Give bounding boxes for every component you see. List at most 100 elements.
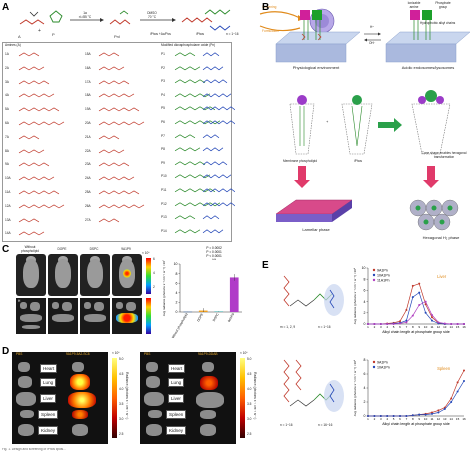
- structure-label: P9: [161, 160, 165, 165]
- e-xtick-label: 3: [380, 325, 382, 329]
- figure-caption: Fig. 1. Design and screening of iPhos li…: [2, 448, 66, 451]
- e-data-point: [418, 303, 421, 306]
- panel-e-label: E: [262, 260, 269, 271]
- structure-12A: 12A: [5, 201, 85, 215]
- e-xtick-label: 13: [443, 417, 447, 421]
- membrane-phospholipid-label: Membrane phospholipid: [282, 159, 318, 163]
- d-right-panel: PBS 9A1P9-DDAB: [140, 352, 236, 444]
- e-xtick-label: 4: [386, 417, 388, 421]
- e-xtick-label: 2: [374, 325, 376, 329]
- structure-drawing: [18, 231, 45, 236]
- e-xtick-label: 8: [412, 325, 414, 329]
- e-xtick-label: 12: [437, 325, 441, 329]
- structure-8A: 8A: [5, 146, 85, 160]
- d-right-title-sample: 9A1P9-DDAB: [198, 352, 218, 356]
- reagent-line-2: r.t./85 °C: [78, 14, 92, 19]
- e-data-point: [411, 296, 414, 299]
- panel-b-diagram: [275, 10, 471, 231]
- mouse-image-3: [112, 254, 142, 296]
- e-ytick-label: 8: [364, 358, 366, 362]
- c-ytick-label: 4: [176, 291, 178, 295]
- structure-label: P10: [161, 174, 167, 179]
- e-xtick-label: 13: [443, 325, 447, 329]
- d-right-colorbar: [240, 358, 245, 438]
- structure-drawing: [18, 135, 40, 140]
- d-left-title-pbs: PBS: [16, 352, 23, 356]
- e-xtick-label: 14: [450, 325, 454, 329]
- structure-label: 1A: [5, 52, 9, 56]
- structure-drawing: [18, 121, 65, 126]
- e-series-line: [368, 301, 464, 325]
- organ-image-1: [48, 298, 78, 334]
- e-y-label: Avg radiance (photons s⁻¹ cm⁻² sr⁻¹) ×10…: [353, 359, 357, 416]
- structure-label: 4A: [5, 93, 9, 98]
- e-data-point: [405, 415, 408, 417]
- structure-drawing: [18, 52, 40, 57]
- structure-P2: P2: [161, 63, 229, 77]
- c-head-2: DSPC: [89, 247, 99, 251]
- organ-legend: H: [18, 299, 20, 304]
- phosphate-group-label: Phosphate group: [435, 1, 451, 9]
- d-right-organ-spleen: Spleen: [166, 410, 187, 419]
- e-xtick-label: 12: [437, 417, 441, 421]
- e-xtick-label: 11: [430, 325, 433, 329]
- structure-P12: P12: [161, 199, 235, 213]
- e-ytick-label: 4: [364, 300, 366, 304]
- e-data-point: [405, 309, 408, 311]
- e-xtick-label: 15: [456, 325, 460, 329]
- structure-label: P14: [161, 228, 167, 233]
- structure-9A: 9A: [5, 159, 85, 173]
- structure-drawing: [98, 107, 140, 112]
- c-ytick-label: 6: [176, 281, 178, 285]
- structure-drawing: [174, 93, 232, 98]
- plus-sign: +: [326, 119, 329, 124]
- structure-21A: 21A: [85, 132, 161, 146]
- e-x-label: Alkyl chain length at phosphate group si…: [382, 330, 450, 334]
- e-data-point: [431, 411, 433, 414]
- e-data-point: [424, 300, 427, 303]
- panel-a-label: A: [2, 2, 10, 13]
- hydrophobic-chains-label: Hydrophobic alkyl chains: [420, 21, 456, 25]
- e-data-point: [418, 291, 421, 294]
- e-xtick-label: 16: [462, 417, 466, 421]
- c-ytick-label: 8: [176, 272, 178, 276]
- second-step-line-1: DMSO: [147, 11, 157, 15]
- acidic-caption: Acidic endosomes/lysosomes: [401, 65, 455, 70]
- e-data-point: [450, 397, 453, 400]
- structure-label: 10A: [5, 176, 11, 181]
- structure-drawing: [18, 80, 50, 84]
- d-left-organ-heart: Heart: [40, 364, 58, 373]
- e-xtick-label: 7: [406, 417, 408, 421]
- structure-label: 19A: [85, 107, 91, 112]
- arrow-formulation: Formulation: [262, 29, 279, 33]
- e-data-point: [418, 413, 421, 416]
- e-x-label: Alkyl chain length at phosphate group si…: [382, 422, 450, 426]
- structure-label: 27A: [85, 217, 91, 222]
- structure-27A: 27A: [85, 215, 161, 229]
- structure-1A: 1A: [5, 49, 85, 63]
- structure-drawing: [18, 176, 55, 181]
- e-series-line: [368, 370, 465, 417]
- structure-label: 5A: [5, 107, 9, 112]
- e-data-point: [431, 316, 433, 319]
- e-ytick-label: 6: [364, 289, 366, 293]
- c-colorbar-bottom: [146, 298, 151, 334]
- organ-image-3: [112, 298, 142, 334]
- e-xtick-label: 14: [450, 417, 454, 421]
- d-right-organ-lung: Lung: [168, 378, 185, 387]
- c-scale-tick-2: 2: [153, 285, 155, 289]
- d-right-organ-heart: Heart: [168, 364, 186, 373]
- e-data-point: [450, 401, 453, 403]
- d-right-tick-5: 2.5: [247, 432, 252, 436]
- e-xtick-label: 3: [380, 417, 382, 421]
- e-data-point: [456, 323, 459, 325]
- structure-label: 8A: [5, 148, 9, 153]
- e-data-point: [456, 381, 459, 384]
- e-data-point: [399, 320, 401, 323]
- e-structure-2: [283, 359, 344, 412]
- second-step-line-2: 70 °C: [147, 14, 156, 19]
- structure-label: 17A: [85, 79, 91, 84]
- e-data-point: [367, 323, 369, 325]
- hexagonal-label: Hexagonal H₂ phase: [422, 235, 460, 240]
